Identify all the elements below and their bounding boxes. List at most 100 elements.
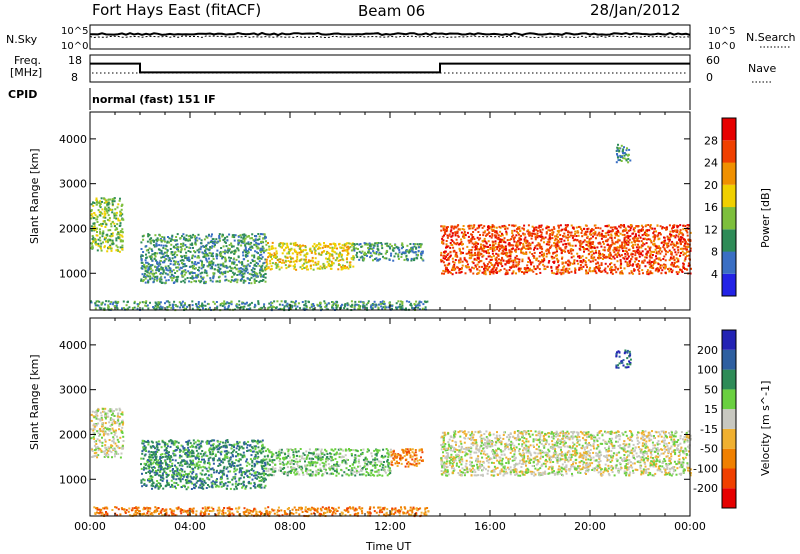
- echo-cell: [597, 256, 599, 259]
- echo-cell: [185, 246, 188, 249]
- echo-cell: [104, 412, 107, 415]
- echo-cell: [242, 273, 244, 275]
- echo-cell: [581, 261, 584, 264]
- echo-cell: [119, 408, 122, 411]
- echo-cell: [144, 281, 147, 284]
- echo-cell: [177, 246, 180, 249]
- echo-cell: [367, 249, 370, 252]
- echo-cell: [476, 248, 479, 251]
- echo-cell: [476, 263, 479, 266]
- echo-cell: [120, 208, 123, 211]
- echo-cell: [570, 248, 573, 250]
- echo-cell: [300, 245, 303, 248]
- echo-cell: [449, 251, 452, 254]
- echo-cell: [170, 306, 173, 309]
- echo-cell: [457, 259, 460, 262]
- echo-cell: [269, 259, 272, 262]
- echo-cell: [247, 251, 250, 254]
- echo-cell: [548, 241, 551, 244]
- echo-cell: [193, 262, 196, 265]
- echo-cell: [223, 302, 225, 305]
- echo-cell: [211, 238, 214, 241]
- echo-cell: [565, 270, 568, 273]
- echo-cell: [597, 226, 600, 229]
- echo-cell: [401, 244, 404, 247]
- echo-cell: [543, 257, 546, 260]
- echo-cell: [140, 267, 143, 270]
- echo-cell: [492, 254, 495, 257]
- echo-cell: [150, 248, 153, 251]
- echo-cell: [260, 475, 263, 478]
- echo-cell: [268, 255, 271, 258]
- echo-cell: [193, 272, 196, 274]
- echo-cell: [450, 238, 453, 241]
- echo-cell: [395, 245, 398, 248]
- echo-cell: [643, 259, 646, 262]
- echo-cell: [639, 236, 642, 239]
- echo-cell: [102, 232, 105, 235]
- echo-cell: [462, 247, 465, 250]
- echo-cell: [218, 233, 221, 236]
- echo-cell: [419, 246, 422, 249]
- echo-cell: [311, 256, 314, 259]
- echo-cell: [302, 244, 304, 247]
- echo-cell: [618, 147, 621, 150]
- echo-cell: [197, 303, 200, 305]
- echo-cell: [159, 260, 162, 262]
- echo-cell: [257, 233, 260, 235]
- echo-cell: [292, 265, 295, 268]
- echo-cell: [145, 249, 148, 252]
- echo-cell: [209, 252, 212, 255]
- echo-cell: [226, 251, 229, 254]
- echo-cell: [658, 245, 660, 248]
- echo-cell: [155, 242, 158, 245]
- echo-cell: [365, 253, 367, 255]
- echo-cell: [157, 248, 160, 251]
- echo-cell: [584, 224, 587, 227]
- echo-cell: [572, 226, 575, 229]
- echo-cell: [656, 235, 659, 238]
- echo-cell: [257, 262, 259, 265]
- echo-cell: [173, 300, 176, 303]
- echo-cell: [117, 233, 120, 236]
- echo-cell: [223, 238, 226, 241]
- echo-cell: [104, 407, 107, 410]
- echo-cell: [400, 256, 403, 258]
- echo-cell: [313, 242, 316, 245]
- echo-cell: [242, 241, 245, 244]
- echo-cell: [113, 214, 116, 217]
- echo-cell: [482, 249, 485, 252]
- echo-cell: [563, 249, 565, 252]
- echo-cell: [265, 265, 268, 267]
- echo-cell: [221, 273, 224, 276]
- echo-cell: [151, 277, 154, 280]
- echo-cell: [172, 239, 175, 242]
- echo-region: [140, 233, 267, 285]
- echo-cell: [119, 197, 121, 200]
- echo-cell: [311, 245, 314, 248]
- echo-cell: [534, 268, 537, 271]
- echo-cell: [92, 415, 95, 418]
- echo-cell: [584, 260, 587, 263]
- echo-cell: [441, 225, 444, 228]
- echo-cell: [516, 257, 519, 260]
- echo-cell: [259, 247, 262, 250]
- echo-cell: [189, 243, 192, 246]
- echo-cell: [461, 264, 464, 267]
- echo-cell: [244, 270, 247, 273]
- echo-cell: [590, 237, 593, 240]
- echo-cell: [149, 275, 152, 278]
- echo-cell: [243, 233, 246, 236]
- echo-cell: [108, 198, 110, 201]
- echo-cell: [500, 263, 503, 266]
- echo-cell: [519, 242, 522, 244]
- echo-cell: [199, 248, 202, 251]
- echo-cell: [262, 279, 265, 281]
- echo-cell: [119, 240, 122, 243]
- echo-cell: [225, 278, 228, 281]
- echo-cell: [271, 241, 274, 244]
- echo-cell: [354, 300, 357, 303]
- echo-cell: [99, 448, 102, 451]
- echo-cell: [621, 241, 624, 244]
- echo-cell: [349, 242, 352, 245]
